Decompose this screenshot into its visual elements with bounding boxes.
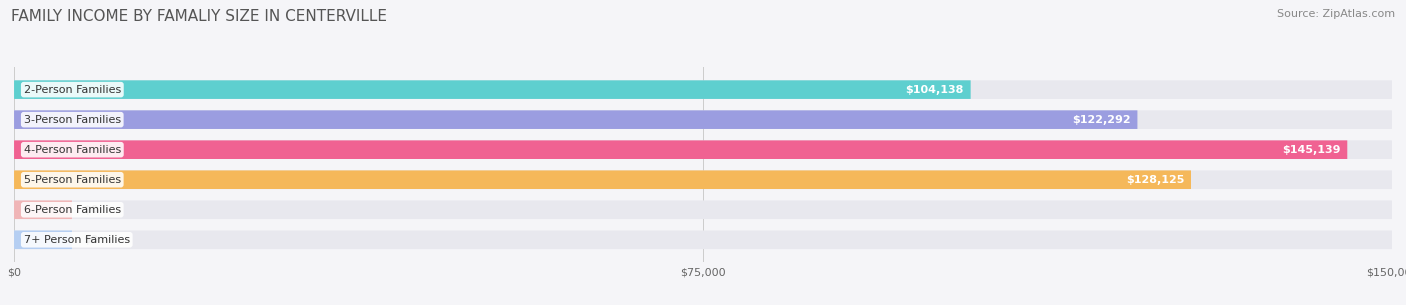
FancyBboxPatch shape: [14, 170, 1191, 189]
FancyBboxPatch shape: [14, 200, 1392, 219]
Text: $128,125: $128,125: [1126, 175, 1184, 185]
FancyBboxPatch shape: [14, 231, 1392, 249]
FancyBboxPatch shape: [14, 140, 1392, 159]
Text: $122,292: $122,292: [1071, 115, 1130, 125]
FancyBboxPatch shape: [14, 80, 1392, 99]
Text: 2-Person Families: 2-Person Families: [24, 84, 121, 95]
FancyBboxPatch shape: [14, 231, 72, 249]
Text: Source: ZipAtlas.com: Source: ZipAtlas.com: [1277, 9, 1395, 19]
FancyBboxPatch shape: [14, 170, 1392, 189]
FancyBboxPatch shape: [14, 80, 970, 99]
Text: 4-Person Families: 4-Person Families: [24, 145, 121, 155]
FancyBboxPatch shape: [14, 140, 1347, 159]
FancyBboxPatch shape: [14, 110, 1392, 129]
Text: 5-Person Families: 5-Person Families: [24, 175, 121, 185]
Text: 3-Person Families: 3-Person Families: [24, 115, 121, 125]
Text: $104,138: $104,138: [905, 84, 963, 95]
Text: 6-Person Families: 6-Person Families: [24, 205, 121, 215]
Text: $145,139: $145,139: [1282, 145, 1340, 155]
Text: $0: $0: [83, 205, 98, 215]
Text: 7+ Person Families: 7+ Person Families: [24, 235, 129, 245]
FancyBboxPatch shape: [14, 110, 1137, 129]
Text: $0: $0: [83, 235, 98, 245]
FancyBboxPatch shape: [14, 200, 72, 219]
Text: FAMILY INCOME BY FAMALIY SIZE IN CENTERVILLE: FAMILY INCOME BY FAMALIY SIZE IN CENTERV…: [11, 9, 387, 24]
